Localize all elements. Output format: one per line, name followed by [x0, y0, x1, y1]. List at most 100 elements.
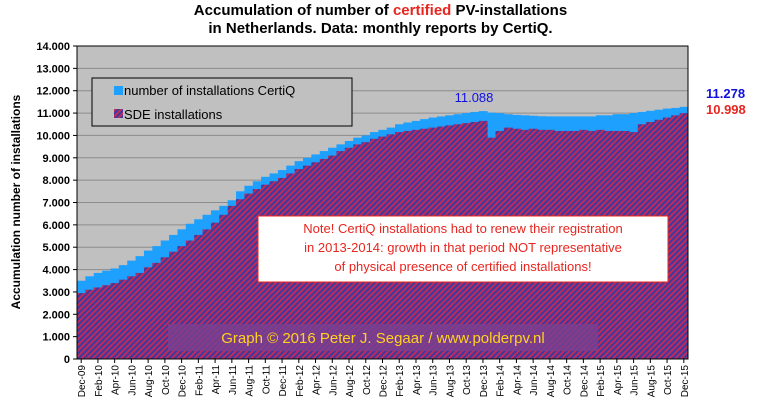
legend-swatch-sde	[114, 109, 123, 118]
y-tick-label: 13.000	[36, 63, 70, 75]
note-line-3: of physical presence of certified instal…	[334, 259, 591, 274]
credit-box: Graph © 2016 Peter J. Segaar / www.polde…	[168, 324, 598, 351]
x-tick-label: Apr-12	[312, 365, 323, 395]
sde-bar	[110, 282, 120, 359]
y-tick-label: 2.000	[42, 309, 70, 321]
sde-bar	[102, 285, 111, 359]
y-tick-label: 5.000	[42, 242, 70, 254]
sde-bar	[679, 113, 689, 359]
sde-bar	[152, 262, 162, 359]
last-certiq-value-label: 11.278	[706, 86, 745, 101]
legend-swatch-certiq	[114, 86, 123, 95]
x-tick-label: Jun-13	[429, 365, 440, 396]
sde-bar	[219, 214, 229, 359]
x-tick-label: Aug-14	[546, 365, 557, 398]
x-tick-label: Feb-15	[596, 365, 607, 397]
credit-text: Graph © 2016 Peter J. Segaar / www.polde…	[221, 330, 544, 347]
x-axis-ticks: Dec-09 Feb-10 Apr-10 Jun-10 Aug-10 Oct-10 Dec-…	[77, 359, 691, 397]
x-tick-label: Oct-13	[462, 365, 473, 395]
x-tick-label: Jun-10	[127, 365, 138, 396]
x-tick-label: Apr-15	[613, 365, 624, 395]
x-tick-label: Dec-13	[479, 365, 490, 398]
x-tick-label: Aug-10	[144, 365, 155, 398]
y-tick-label: 3.000	[42, 287, 70, 299]
y-tick-label: 10.000	[36, 130, 70, 142]
x-tick-label: Dec-11	[278, 365, 289, 397]
x-tick-label: Jun-15	[630, 365, 641, 396]
sde-bar	[127, 276, 137, 359]
y-tick-label: 6.000	[42, 220, 70, 232]
x-tick-label: Apr-10	[111, 365, 122, 395]
x-tick-label: Dec-10	[178, 365, 189, 398]
x-tick-label: Jun-11	[228, 365, 239, 395]
sde-bar	[118, 279, 128, 359]
legend-box	[91, 77, 353, 127]
sde-bar	[93, 287, 103, 359]
y-tick-label: 0	[64, 354, 70, 366]
x-tick-label: Feb-12	[295, 365, 306, 397]
sde-bar	[244, 193, 254, 359]
sde-bar	[210, 222, 220, 359]
sde-bar	[160, 257, 170, 359]
y-tick-label: 12.000	[36, 86, 70, 98]
y-tick-label: 1.000	[42, 332, 70, 344]
x-tick-label: Oct-14	[563, 365, 574, 395]
sde-bar	[236, 199, 245, 359]
x-tick-label: Dec-14	[579, 365, 590, 398]
x-tick-label: Aug-13	[445, 365, 456, 398]
legend: number of installations CertiQ SDE insta…	[91, 77, 353, 127]
y-axis-label: Accumulation number of installations	[9, 94, 23, 309]
chart-title: Accumulation of number of certified PV-i…	[0, 2, 761, 38]
x-tick-label: Oct-10	[161, 365, 172, 395]
last-sde-value-label: 10.998	[706, 102, 746, 117]
x-tick-label: Apr-11	[211, 365, 222, 395]
sde-bar	[77, 293, 86, 359]
note-box: Note! CertiQ installations had to renew …	[257, 215, 669, 283]
y-tick-label: 7.000	[42, 198, 70, 210]
sde-bar	[185, 240, 195, 359]
x-tick-label: Apr-13	[412, 365, 423, 395]
y-axis-ticks: 0 1.000 2.000 3.000 4.000 5.000 6.000 7.000 8.00…	[36, 41, 77, 366]
x-tick-label: Aug-12	[345, 365, 356, 398]
note-background	[257, 215, 669, 283]
note-line-2: in 2013-2014: growth in that period NOT …	[304, 240, 622, 255]
sde-bar	[135, 272, 145, 359]
y-tick-label: 8.000	[42, 175, 70, 187]
x-tick-label: Feb-14	[496, 365, 507, 397]
note-line-1: Note! CertiQ installations had to renew …	[303, 221, 622, 236]
x-tick-label: Feb-10	[94, 365, 105, 397]
sde-bar	[169, 251, 178, 359]
sde-bar	[202, 229, 212, 359]
x-tick-label: Oct-11	[261, 365, 272, 395]
y-tick-label: 14.000	[36, 41, 70, 53]
sde-bar	[177, 246, 187, 359]
x-tick-label: Feb-13	[395, 365, 406, 397]
title-highlight-word: certified	[392, 2, 452, 19]
sde-bar	[671, 115, 681, 359]
sde-bar	[194, 234, 204, 359]
credit-background	[168, 324, 598, 351]
x-tick-label: Jun-12	[328, 365, 339, 396]
sde-bar	[252, 189, 262, 359]
x-tick-label: Jun-14	[529, 365, 540, 396]
x-tick-label: Apr-14	[512, 365, 523, 395]
x-tick-label: Aug-11	[245, 365, 256, 397]
x-tick-label: Dec-15	[680, 365, 691, 398]
x-tick-label: Oct-15	[663, 365, 674, 395]
sde-bar	[227, 205, 237, 359]
x-tick-label: Oct-12	[362, 365, 373, 395]
sde-bar	[143, 267, 153, 359]
legend-label-sde: SDE installations	[124, 107, 223, 122]
chart-title-line-1: Accumulation of number of certified PV-i…	[193, 2, 568, 19]
x-tick-label: Aug-15	[646, 365, 657, 398]
x-tick-label: Dec-09	[77, 365, 88, 398]
peak-value-label: 11.088	[455, 90, 494, 105]
x-tick-label: Feb-11	[194, 365, 205, 396]
y-tick-label: 9.000	[42, 153, 70, 165]
chart-title-line-2: in Netherlands. Data: monthly reports by…	[208, 20, 553, 37]
y-tick-label: 11.000	[37, 108, 70, 120]
y-tick-label: 4.000	[42, 265, 70, 277]
legend-label-certiq: number of installations CertiQ	[124, 83, 295, 98]
sde-bar	[85, 289, 95, 359]
